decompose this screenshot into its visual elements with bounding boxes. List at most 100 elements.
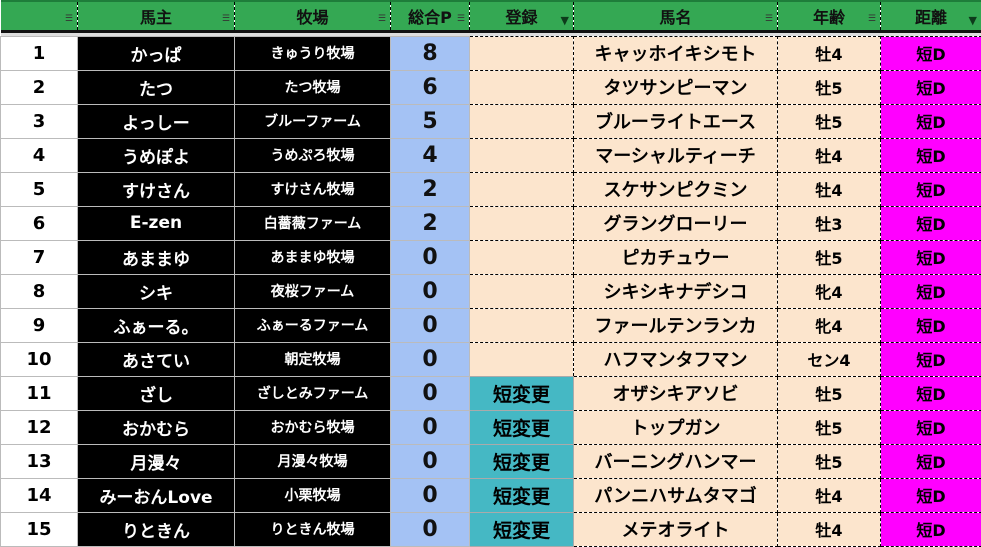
- cell-reg[interactable]: 短変更: [470, 478, 574, 512]
- cell-owner[interactable]: りときん: [78, 512, 235, 546]
- cell-age[interactable]: 牝4: [778, 308, 881, 342]
- filter-active-icon[interactable]: ▼: [561, 14, 569, 27]
- filter-active-icon[interactable]: ▼: [969, 14, 977, 27]
- cell-age[interactable]: 牡5: [778, 444, 881, 478]
- header-registration[interactable]: 登録▼: [470, 1, 574, 31]
- cell-reg[interactable]: [470, 308, 574, 342]
- cell-reg[interactable]: [470, 138, 574, 172]
- cell-owner[interactable]: E-zen: [78, 206, 235, 240]
- cell-n[interactable]: 7: [1, 240, 78, 274]
- cell-horse[interactable]: パンニハサムタマゴ: [574, 478, 778, 512]
- filter-icon[interactable]: ☰: [65, 14, 73, 24]
- cell-owner[interactable]: すけさん: [78, 172, 235, 206]
- cell-horse[interactable]: キャッホイキシモト: [574, 36, 778, 70]
- cell-age[interactable]: 牡5: [778, 376, 881, 410]
- cell-reg[interactable]: [470, 172, 574, 206]
- cell-dist[interactable]: 短D: [881, 274, 981, 308]
- filter-icon[interactable]: ☰: [457, 14, 465, 24]
- cell-dist[interactable]: 短D: [881, 308, 981, 342]
- cell-p[interactable]: 8: [391, 36, 470, 70]
- cell-n[interactable]: 2: [1, 70, 78, 104]
- cell-owner[interactable]: シキ: [78, 274, 235, 308]
- cell-p[interactable]: 0: [391, 240, 470, 274]
- cell-ranch[interactable]: ざしとみファーム: [235, 376, 391, 410]
- cell-dist[interactable]: 短D: [881, 36, 981, 70]
- cell-dist[interactable]: 短D: [881, 342, 981, 376]
- header-owner[interactable]: 馬主☰: [78, 1, 235, 31]
- cell-owner[interactable]: みーおんLove: [78, 478, 235, 512]
- cell-p[interactable]: 0: [391, 410, 470, 444]
- cell-horse[interactable]: ファールテンランカ: [574, 308, 778, 342]
- cell-owner[interactable]: あままゆ: [78, 240, 235, 274]
- cell-owner[interactable]: たつ: [78, 70, 235, 104]
- filter-icon[interactable]: ☰: [222, 14, 230, 24]
- header-total-points[interactable]: 総合P☰: [391, 1, 470, 31]
- cell-age[interactable]: 牡4: [778, 478, 881, 512]
- cell-reg[interactable]: [470, 240, 574, 274]
- filter-icon[interactable]: ☰: [378, 14, 386, 24]
- cell-n[interactable]: 15: [1, 512, 78, 546]
- cell-dist[interactable]: 短D: [881, 104, 981, 138]
- cell-p[interactable]: 0: [391, 444, 470, 478]
- cell-ranch[interactable]: 朝定牧場: [235, 342, 391, 376]
- cell-horse[interactable]: ハフマンタフマン: [574, 342, 778, 376]
- cell-p[interactable]: 0: [391, 512, 470, 546]
- cell-reg[interactable]: [470, 36, 574, 70]
- cell-horse[interactable]: トップガン: [574, 410, 778, 444]
- cell-n[interactable]: 8: [1, 274, 78, 308]
- cell-owner[interactable]: おかむら: [78, 410, 235, 444]
- cell-horse[interactable]: マーシャルティーチ: [574, 138, 778, 172]
- cell-ranch[interactable]: たつ牧場: [235, 70, 391, 104]
- cell-age[interactable]: 牡3: [778, 206, 881, 240]
- cell-ranch[interactable]: あままゆ牧場: [235, 240, 391, 274]
- cell-p[interactable]: 0: [391, 376, 470, 410]
- filter-icon[interactable]: ☰: [765, 14, 773, 24]
- cell-dist[interactable]: 短D: [881, 410, 981, 444]
- cell-ranch[interactable]: 月漫々牧場: [235, 444, 391, 478]
- cell-p[interactable]: 5: [391, 104, 470, 138]
- cell-ranch[interactable]: おかむら牧場: [235, 410, 391, 444]
- cell-age[interactable]: 牡5: [778, 240, 881, 274]
- cell-horse[interactable]: シキシキナデシコ: [574, 274, 778, 308]
- cell-age[interactable]: 牡5: [778, 104, 881, 138]
- cell-p[interactable]: 0: [391, 308, 470, 342]
- cell-p[interactable]: 2: [391, 206, 470, 240]
- cell-dist[interactable]: 短D: [881, 512, 981, 546]
- cell-ranch[interactable]: 夜桜ファーム: [235, 274, 391, 308]
- cell-reg[interactable]: 短変更: [470, 512, 574, 546]
- cell-age[interactable]: 牡5: [778, 410, 881, 444]
- cell-owner[interactable]: 月漫々: [78, 444, 235, 478]
- cell-reg[interactable]: [470, 206, 574, 240]
- cell-n[interactable]: 11: [1, 376, 78, 410]
- cell-n[interactable]: 3: [1, 104, 78, 138]
- cell-n[interactable]: 5: [1, 172, 78, 206]
- cell-horse[interactable]: グラングローリー: [574, 206, 778, 240]
- header-age[interactable]: 年齢☰: [778, 1, 881, 31]
- cell-reg[interactable]: 短変更: [470, 376, 574, 410]
- cell-dist[interactable]: 短D: [881, 478, 981, 512]
- cell-dist[interactable]: 短D: [881, 172, 981, 206]
- cell-owner[interactable]: よっしー: [78, 104, 235, 138]
- cell-n[interactable]: 10: [1, 342, 78, 376]
- cell-ranch[interactable]: うめぷろ牧場: [235, 138, 391, 172]
- cell-age[interactable]: 牡4: [778, 36, 881, 70]
- cell-n[interactable]: 9: [1, 308, 78, 342]
- cell-age[interactable]: 牡5: [778, 70, 881, 104]
- cell-horse[interactable]: メテオライト: [574, 512, 778, 546]
- cell-horse[interactable]: ピカチュウー: [574, 240, 778, 274]
- cell-p[interactable]: 6: [391, 70, 470, 104]
- cell-horse[interactable]: ブルーライトエース: [574, 104, 778, 138]
- cell-horse[interactable]: タツサンピーマン: [574, 70, 778, 104]
- cell-owner[interactable]: うめぽよ: [78, 138, 235, 172]
- cell-ranch[interactable]: ふぁーるファーム: [235, 308, 391, 342]
- cell-reg[interactable]: 短変更: [470, 444, 574, 478]
- cell-ranch[interactable]: 小栗牧場: [235, 478, 391, 512]
- cell-horse[interactable]: バーニングハンマー: [574, 444, 778, 478]
- cell-reg[interactable]: [470, 274, 574, 308]
- cell-dist[interactable]: 短D: [881, 444, 981, 478]
- cell-dist[interactable]: 短D: [881, 240, 981, 274]
- cell-p[interactable]: 4: [391, 138, 470, 172]
- cell-ranch[interactable]: 白薔薇ファーム: [235, 206, 391, 240]
- filter-icon[interactable]: ☰: [868, 14, 876, 24]
- cell-age[interactable]: 牝4: [778, 274, 881, 308]
